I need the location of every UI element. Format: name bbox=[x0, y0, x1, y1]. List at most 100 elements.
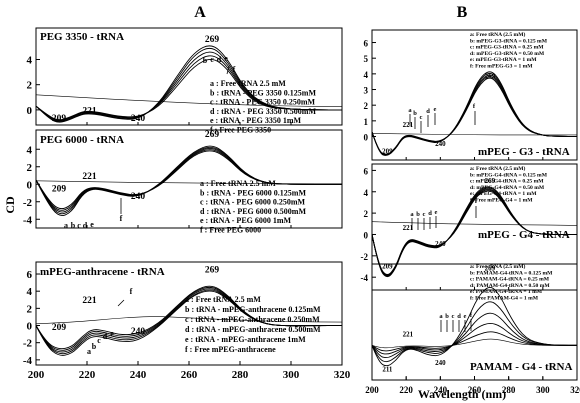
peak-label: 209 bbox=[382, 263, 393, 271]
peak-labels: 269 221 209 240 bbox=[382, 177, 496, 270]
curve-letter: b bbox=[203, 56, 208, 65]
y-ticks: -4 -2 0 2 4 6 bbox=[361, 166, 376, 283]
chart-title: mPEG - G3 - tRNA bbox=[478, 146, 570, 158]
y-ticks: 0 1 2 3 4 5 6 bbox=[364, 39, 376, 143]
free-curve-letter: f bbox=[473, 103, 476, 110]
legend-entry: c : tRNA - mPEG-anthracene 0.250mM bbox=[185, 315, 320, 324]
curve-letter: c bbox=[77, 221, 81, 230]
chart-title: mPEG-anthracene - tRNA bbox=[40, 266, 165, 278]
peak-label: 240 bbox=[435, 140, 446, 148]
legend: a : Free tRNA 2.5 mMb : tRNA - PEG 6000 … bbox=[200, 179, 306, 235]
series-line-b bbox=[35, 55, 342, 121]
legend-entry: a : Free tRNA 2.5 mM bbox=[200, 179, 276, 188]
peak-labels: 269 209 221 240 bbox=[52, 35, 219, 124]
legend-entry: d: PAMAM-G4-tRNA = 0.50 mM bbox=[470, 283, 550, 289]
curve-letter: d bbox=[428, 210, 432, 217]
x-axis-tick-label: 260 bbox=[468, 385, 482, 395]
peak-label: 269 bbox=[485, 73, 496, 81]
legend-entry: b: mPEG-G3-tRNA = 0.125 mM bbox=[470, 38, 548, 44]
legend-entry: c : tRNA - PEG 6000 0.250mM bbox=[200, 198, 306, 207]
legend-entry: e: PAMAM-G4-tRNA = 1 mM bbox=[470, 289, 543, 295]
x-axis-tick-label: 220 bbox=[79, 369, 96, 381]
chart-panel-2: -4 -2 0 2 4 PEG 6000 - tRNA 269 209 221 240 a b c d e f… bbox=[23, 129, 343, 235]
x-axis-tick-label: 320 bbox=[334, 369, 351, 381]
y-tick-label: 0 bbox=[27, 105, 33, 117]
series-group bbox=[35, 45, 343, 123]
peak-label: 240 bbox=[131, 192, 146, 202]
peak-label: 221 bbox=[403, 121, 414, 129]
curve-letter: d bbox=[457, 313, 461, 320]
curve-letter: e bbox=[110, 329, 114, 338]
legend-entry: f : Free mPEG-anthracene bbox=[185, 345, 276, 354]
curve-letters: b c d ef bbox=[203, 54, 236, 75]
legend-entry: b: PAMAM-G4-tRNA = 0.125 mM bbox=[470, 270, 553, 276]
y-tick-label: 4 bbox=[364, 188, 369, 198]
chart-panel-1: 0 2 4 PEG 3350 - tRNA 269 209 221 240 b c d ef a : F… bbox=[27, 27, 343, 135]
chart-title: PEG 6000 - tRNA bbox=[40, 134, 124, 146]
curve-letter: b bbox=[71, 221, 76, 230]
peak-label: 240 bbox=[131, 114, 146, 124]
legend-entry: d : tRNA - mPEG-anthracene 0.500mM bbox=[185, 325, 321, 334]
curve-letter: d bbox=[426, 108, 430, 115]
x-axis-tick-label: 200 bbox=[28, 369, 45, 381]
chart-title: mPEG - G4 - tRNA bbox=[478, 229, 570, 241]
peak-label: 209 bbox=[52, 114, 67, 124]
curve-letter: d bbox=[83, 221, 88, 230]
y-tick-label: 0 bbox=[27, 179, 33, 191]
y-tick-label: 4 bbox=[27, 286, 33, 298]
legend: a: Free tRNA (2.5 mM)b: PAMAM-G4-tRNA = … bbox=[470, 263, 553, 302]
x-axis-tick-label: 280 bbox=[502, 385, 516, 395]
legend-entry: e : tRNA - PEG 3350 1mM bbox=[210, 116, 302, 125]
x-axis-panel-b: 200 220 240 260 280 300 320 bbox=[365, 376, 580, 395]
peak-labels: 269 209 221 240 bbox=[52, 130, 219, 202]
y-tick-label: 4 bbox=[27, 144, 33, 156]
curve-letter: a bbox=[64, 221, 68, 230]
curve-letter: e bbox=[224, 54, 228, 63]
legend-entry: b : tRNA - PEG 6000 0.125mM bbox=[200, 188, 306, 197]
panel-b-label: B bbox=[457, 4, 468, 21]
curve-letter: a bbox=[439, 313, 443, 320]
legend-entry: f : Free PEG 6000 bbox=[200, 226, 261, 235]
series-line-f bbox=[35, 316, 343, 325]
legend-entry: c: mPEG-G3-tRNA = 0.25 mM bbox=[470, 45, 544, 51]
legend-entry: c : tRNA - PEG 3350 0.250mM bbox=[210, 98, 316, 107]
series-line-b bbox=[371, 301, 577, 363]
curve-letter: a bbox=[408, 107, 412, 114]
y-tick-label: 0 bbox=[364, 230, 369, 240]
legend-entry: e: mPEG-G4-tRNA = 1 mM bbox=[470, 191, 537, 197]
curve-letter: d bbox=[103, 332, 108, 341]
legend-entry: a: Free tRNA (2.5 mM) bbox=[470, 31, 525, 38]
series-line-c bbox=[371, 74, 577, 156]
y-tick-label: 0 bbox=[27, 321, 33, 333]
legend-entry: d: mPEG-G3-tRNA = 0.50 mM bbox=[470, 51, 545, 57]
peak-label: 240 bbox=[435, 240, 446, 248]
y-tick-label: 0 bbox=[364, 133, 369, 143]
legend-entry: a: Free tRNA (2.5 mM) bbox=[470, 263, 525, 270]
x-axis-tick-label: 280 bbox=[232, 369, 249, 381]
panel-a-label: A bbox=[194, 4, 206, 21]
legend: a: Free tRNA (2.5 mM)b: mPEG-G3-tRNA = 0… bbox=[470, 31, 548, 70]
y-tick-label: -4 bbox=[361, 273, 369, 283]
y-tick-label: 3 bbox=[364, 86, 369, 96]
peak-labels: 269 221 211 240 bbox=[382, 265, 495, 374]
y-tick-label: 5 bbox=[364, 54, 369, 64]
x-axis-tick-label: 260 bbox=[181, 369, 198, 381]
curve-letter: c bbox=[97, 336, 101, 345]
x-axis-tick-label: 240 bbox=[434, 385, 448, 395]
x-axis-tick-label: 300 bbox=[536, 385, 550, 395]
legend-entry: e : tRNA - PEG 6000 1mM bbox=[200, 216, 292, 225]
free-curve-pointer bbox=[117, 299, 125, 307]
curve-letter: e bbox=[464, 313, 467, 320]
series-line-e bbox=[371, 186, 577, 278]
y-tick-label: 6 bbox=[364, 166, 369, 176]
free-curve-letter: f bbox=[233, 65, 236, 74]
peak-label: 269 bbox=[485, 177, 496, 185]
legend-entry: f: Free mPEG-G4 = 1 mM bbox=[470, 198, 533, 204]
series-group bbox=[371, 287, 577, 367]
